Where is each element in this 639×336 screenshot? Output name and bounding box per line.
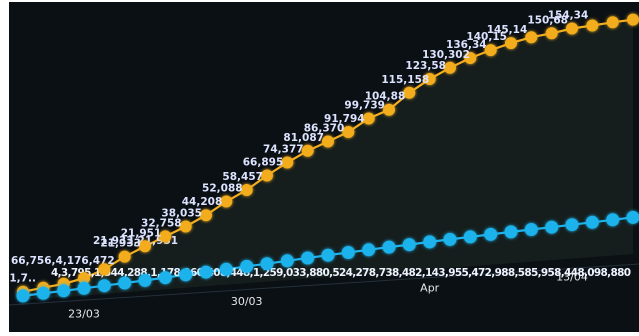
data-point: [626, 210, 639, 224]
data-label: 150,68: [527, 14, 568, 26]
data-point: [524, 223, 538, 236]
data-point: [199, 265, 213, 279]
data-label: 145,14: [487, 24, 528, 36]
data-point: [16, 289, 30, 303]
data-point: [159, 230, 172, 243]
data-point: [362, 243, 376, 257]
data-point: [586, 19, 599, 32]
data-label: 44,208: [182, 196, 223, 208]
data-point: [342, 126, 355, 138]
data-label: 58,457: [222, 171, 263, 183]
data-point: [322, 135, 334, 148]
data-point: [341, 246, 355, 259]
data-point: [98, 263, 111, 276]
data-point: [382, 240, 396, 254]
data-point: [179, 268, 193, 282]
data-point: [301, 144, 314, 157]
data-point: [565, 218, 579, 232]
data-label: 99,739: [344, 100, 385, 112]
data-point: [158, 271, 172, 285]
line-chart: 23/03 30/03 Apr 13/04 66,756,4,176,472 21,93…: [9, 10, 639, 320]
data-label: 123,58: [405, 60, 446, 72]
data-point: [545, 27, 558, 40]
data-point: [627, 13, 639, 26]
data-point: [525, 31, 538, 44]
data-point: [219, 262, 233, 276]
data-point: [97, 279, 111, 293]
orange-series-area: [23, 19, 633, 300]
data-point: [545, 220, 559, 234]
data-point: [200, 209, 212, 222]
data-label-row: 66,756,4,176,472: [11, 255, 115, 267]
data-label: 86,370: [304, 123, 345, 135]
x-tick-label: 13/04: [556, 271, 588, 284]
data-label-row: 4,3,795,1,544,288,1,178,960,408,448,1,25…: [51, 267, 631, 279]
data-point: [118, 250, 131, 263]
data-point: [261, 169, 273, 182]
data-point: [484, 44, 497, 57]
data-label: 130,302: [422, 49, 470, 61]
data-label-row: 21,933,21,951: [93, 235, 178, 247]
data-point: [77, 281, 91, 295]
data-point: [504, 225, 518, 239]
data-label: 140,15: [466, 31, 507, 43]
data-label: 21,933: [100, 238, 141, 250]
x-tick-label: 23/03: [68, 307, 100, 320]
data-label: 104,88: [365, 91, 406, 103]
data-point: [36, 286, 50, 300]
data-point: [566, 22, 578, 35]
data-point: [301, 251, 315, 265]
x-tick-label: Apr: [420, 281, 440, 294]
x-axis-line: [9, 263, 639, 306]
data-point: [240, 184, 253, 196]
data-label: 66,895: [243, 157, 284, 169]
data-point: [139, 240, 151, 253]
data-point: [463, 230, 477, 244]
data-point: [423, 235, 437, 249]
data-point: [464, 52, 477, 64]
data-point: [444, 61, 456, 74]
data-point: [280, 254, 294, 268]
data-point: [138, 273, 152, 287]
data-label: 21,951: [121, 227, 162, 239]
data-point: [585, 215, 599, 229]
data-point: [383, 103, 395, 116]
data-point: [220, 195, 233, 208]
data-label: 74,377: [263, 144, 304, 156]
data-point: [403, 86, 416, 99]
data-point: [606, 213, 620, 227]
data-point: [402, 238, 416, 252]
data-point: [321, 248, 335, 262]
data-point: [78, 272, 90, 285]
data-label: 32,758: [141, 217, 182, 229]
data-point: [505, 37, 517, 50]
data-label: 136,34: [446, 39, 487, 51]
data-point: [240, 259, 254, 273]
data-label: 21,7..: [9, 273, 36, 285]
data-label: 81,087: [283, 132, 324, 144]
data-label: 91,794: [324, 113, 365, 125]
data-label: 52,088: [202, 183, 243, 195]
data-point: [57, 284, 71, 298]
data-point: [423, 73, 436, 85]
data-point: [179, 220, 192, 233]
data-point: [260, 257, 274, 271]
data-point: [484, 227, 498, 241]
data-label: 154,34: [548, 10, 589, 22]
x-tick-label: 30/03: [231, 295, 263, 308]
data-point: [118, 276, 132, 290]
data-label: 38,035: [161, 208, 202, 220]
data-point: [606, 16, 619, 29]
data-point: [362, 112, 375, 125]
data-point: [443, 232, 457, 246]
data-point: [281, 156, 294, 169]
data-label: 115,158: [381, 74, 429, 86]
